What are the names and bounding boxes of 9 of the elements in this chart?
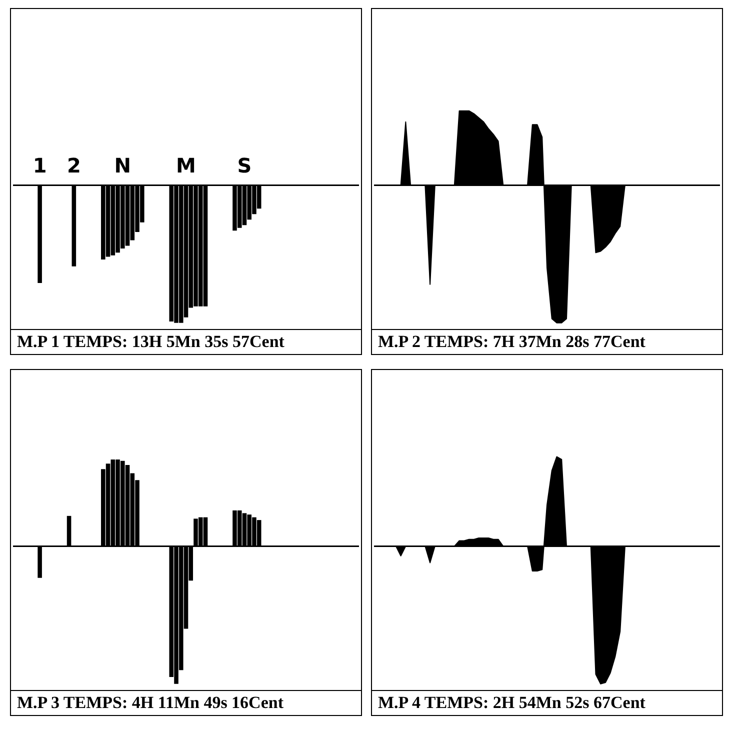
x-tick-label: 2 (66, 153, 81, 178)
x-tick-label: N (114, 153, 132, 178)
x-tick-label: M (176, 153, 196, 178)
text: M.P 4 TEMPS: 2H 54Mn 52s 67Cent (372, 690, 722, 715)
text: M.P 3 TEMPS: 4H 11Mn 49s 16Cent (11, 690, 361, 715)
x-tick-label: S (237, 153, 252, 178)
text: M.P 2 TEMPS: 7H 37Mn 28s 77Cent (372, 329, 722, 354)
text: M.P 1 TEMPS: 13H 5Mn 35s 57Cent (11, 329, 361, 354)
x-tick-label: 1 (32, 153, 47, 178)
